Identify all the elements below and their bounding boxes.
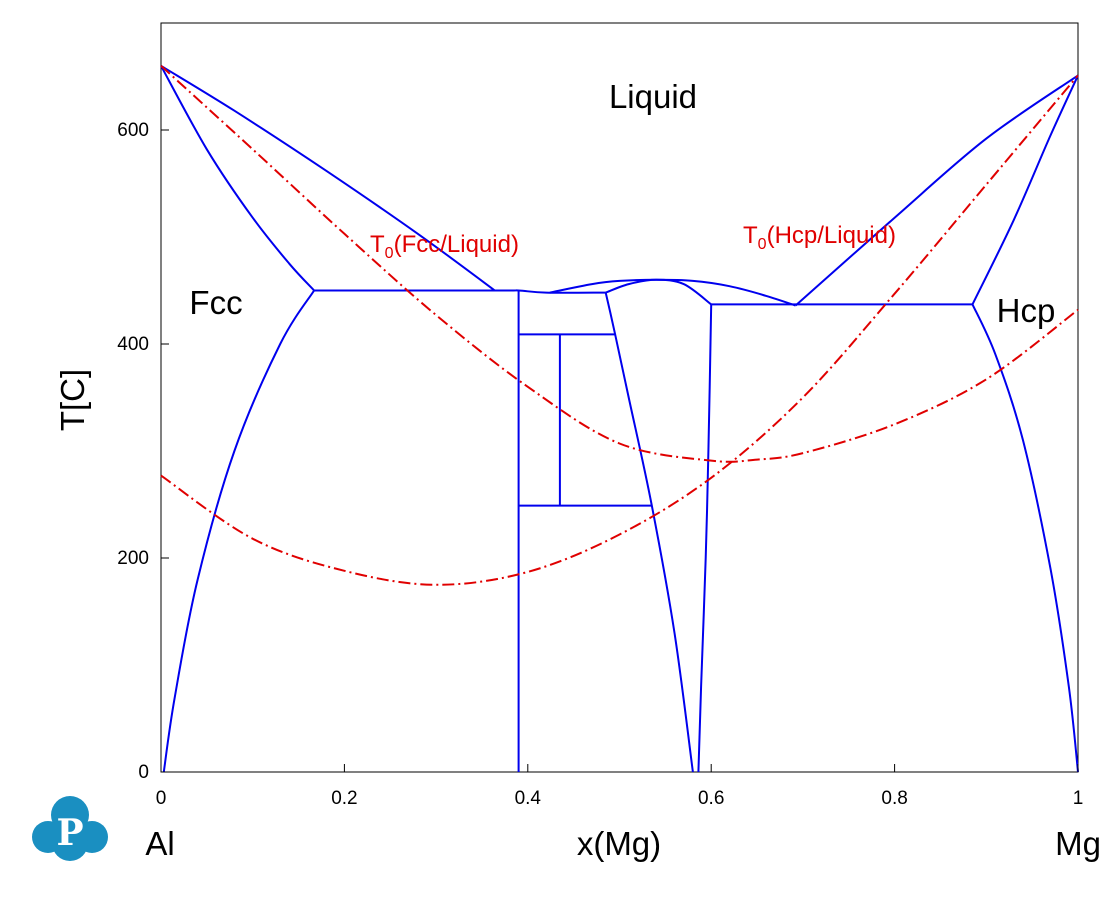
t0-curve-0 <box>160 65 1079 463</box>
phase-boundary-line-4 <box>549 278 796 307</box>
x-axis-right-element: Mg <box>1055 825 1101 862</box>
phase-boundary-line-11 <box>971 74 1079 305</box>
plot-frame <box>160 22 1079 773</box>
y-tick-label-3: 600 <box>117 120 149 141</box>
svg-text:P: P <box>56 812 83 854</box>
x-tick-label-5: 1 <box>1073 788 1084 809</box>
x-tick-label-2: 0.4 <box>515 788 542 809</box>
phase-boundary-line-12 <box>971 303 1079 773</box>
t0-fcc-label: T0(Fcc/Liquid) <box>370 231 519 262</box>
phase-boundaries <box>160 64 1079 773</box>
phase-boundary-line-5 <box>605 278 712 306</box>
y-tick-label-0: 0 <box>138 762 149 783</box>
x-axis-left-element: Al <box>145 825 174 862</box>
x-tick-label-3: 0.6 <box>698 788 724 809</box>
axis-ticks: 0 0.2 0.4 0.6 0.8 1 0 200 400 600 <box>117 120 1083 809</box>
t0-curve-1 <box>160 74 1079 586</box>
phase-boundary-line-10 <box>794 74 1079 307</box>
phase-boundary-line-1 <box>160 65 315 292</box>
t0-hcp-label: T0(Hcp/Liquid) <box>743 222 896 253</box>
logo-icon: P <box>32 796 108 861</box>
y-axis-label: T[C] <box>54 369 91 431</box>
phase-label-liquid: Liquid <box>609 78 697 115</box>
phase-label-fcc: Fcc <box>189 284 242 321</box>
t0-curves <box>160 65 1079 586</box>
x-tick-label-1: 0.2 <box>331 788 357 809</box>
phase-boundary-line-7 <box>604 292 694 773</box>
phase-boundary-line-0 <box>160 64 496 292</box>
y-tick-label-2: 400 <box>117 334 149 355</box>
phase-label-hcp: Hcp <box>997 292 1056 329</box>
phase-boundary-line-3 <box>314 289 606 294</box>
x-tick-label-4: 0.8 <box>881 788 907 809</box>
x-tick-label-0: 0 <box>156 788 167 809</box>
x-axis-label: x(Mg) <box>577 825 661 862</box>
phase-boundary-line-8 <box>697 304 713 773</box>
y-tick-label-1: 200 <box>117 548 149 569</box>
phase-boundary-line-2 <box>162 289 315 773</box>
